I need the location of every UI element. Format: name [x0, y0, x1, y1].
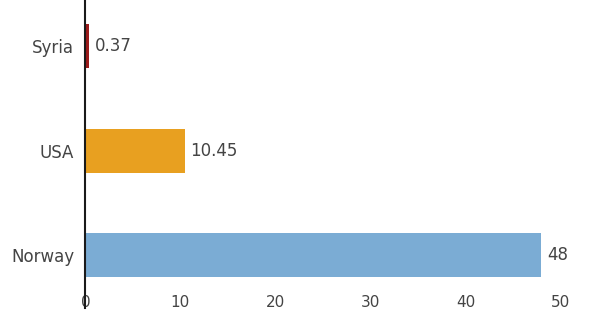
Text: 0.37: 0.37	[95, 37, 131, 55]
Bar	[85, 233, 541, 277]
Bar	[85, 24, 89, 68]
Text: 10.45: 10.45	[190, 142, 238, 160]
Text: 48: 48	[547, 246, 568, 265]
Bar	[85, 129, 185, 173]
